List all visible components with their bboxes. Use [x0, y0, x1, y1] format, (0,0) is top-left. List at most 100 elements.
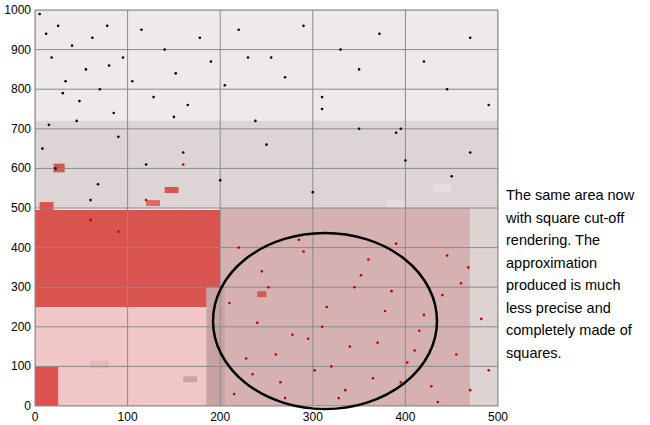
cell: [470, 208, 498, 406]
y-tick-label: 800: [11, 82, 31, 96]
cell: [433, 184, 452, 192]
cell: [35, 10, 498, 406]
point: [112, 112, 115, 115]
point: [61, 92, 64, 95]
plot-area: [35, 10, 498, 406]
point: [423, 314, 426, 317]
point: [404, 159, 407, 162]
point: [48, 124, 51, 127]
point: [395, 242, 398, 245]
cell: [35, 307, 206, 406]
point: [376, 341, 379, 344]
x-tick-label: 0: [32, 410, 39, 424]
point: [237, 246, 240, 249]
point: [423, 60, 426, 63]
x-tick-label: 300: [303, 410, 323, 424]
point: [430, 385, 433, 388]
point: [199, 36, 202, 39]
annotation-text: less precise and: [506, 300, 611, 316]
point: [441, 294, 444, 297]
x-tick-label: 200: [210, 410, 230, 424]
y-tick-label: 200: [11, 320, 31, 334]
annotation-text: rendering. The: [506, 232, 600, 248]
point: [358, 128, 361, 131]
point: [469, 389, 472, 392]
cell: [257, 291, 266, 297]
y-tick-label: 600: [11, 161, 31, 175]
point: [337, 397, 340, 400]
point: [284, 76, 287, 79]
point: [251, 373, 254, 376]
point: [261, 270, 264, 273]
point: [163, 48, 166, 51]
point: [38, 13, 41, 16]
cell: [183, 376, 197, 382]
point: [182, 151, 185, 154]
y-tick-label: 500: [11, 201, 31, 215]
point: [173, 116, 176, 119]
point: [321, 326, 324, 329]
point: [89, 219, 92, 222]
cell: [165, 187, 179, 193]
point: [344, 389, 347, 392]
point: [480, 318, 483, 321]
point: [313, 369, 316, 372]
point: [41, 147, 44, 150]
point: [321, 96, 324, 99]
point: [487, 104, 490, 107]
cell: [35, 366, 58, 406]
point: [219, 179, 222, 182]
point: [265, 143, 268, 146]
cell: [146, 200, 160, 206]
point: [117, 230, 120, 233]
point: [413, 349, 416, 352]
y-tick-label: 300: [11, 280, 31, 294]
point: [85, 68, 88, 71]
point: [233, 393, 236, 396]
point: [307, 337, 310, 340]
cell: [91, 360, 110, 368]
point: [455, 353, 458, 356]
point: [57, 25, 60, 28]
page: {"chart_data": { "type": "scatter", "xli…: [0, 0, 650, 425]
point: [372, 377, 375, 380]
y-tick-label: 100: [11, 359, 31, 373]
grid-line-y: [35, 49, 498, 50]
point: [395, 131, 398, 134]
point: [469, 36, 472, 39]
cell: [202, 214, 216, 220]
point: [145, 163, 148, 166]
plot-frame: [35, 10, 498, 406]
point: [418, 329, 421, 332]
point: [446, 254, 449, 257]
point: [45, 32, 48, 35]
point: [302, 25, 305, 28]
point: [399, 381, 402, 384]
point: [487, 369, 490, 372]
point: [152, 96, 155, 99]
point: [399, 128, 402, 131]
point: [131, 80, 134, 83]
point: [267, 286, 270, 289]
point: [358, 68, 361, 71]
point: [321, 108, 324, 111]
point: [247, 56, 250, 59]
cell: [35, 121, 498, 208]
point: [99, 88, 102, 91]
point: [467, 266, 470, 269]
point: [298, 238, 301, 241]
grid-line-y: [35, 128, 498, 129]
annotation-text: completely made of: [506, 322, 633, 338]
point: [145, 199, 148, 202]
point: [339, 48, 342, 51]
y-tick-label: 1000: [4, 3, 31, 17]
point: [54, 167, 57, 170]
point: [106, 25, 109, 28]
point: [64, 80, 67, 83]
annotation-text: squares.: [506, 345, 562, 361]
point: [50, 56, 53, 59]
point: [367, 258, 370, 261]
grid-line-y: [35, 366, 498, 367]
point: [349, 345, 352, 348]
point: [97, 183, 100, 186]
